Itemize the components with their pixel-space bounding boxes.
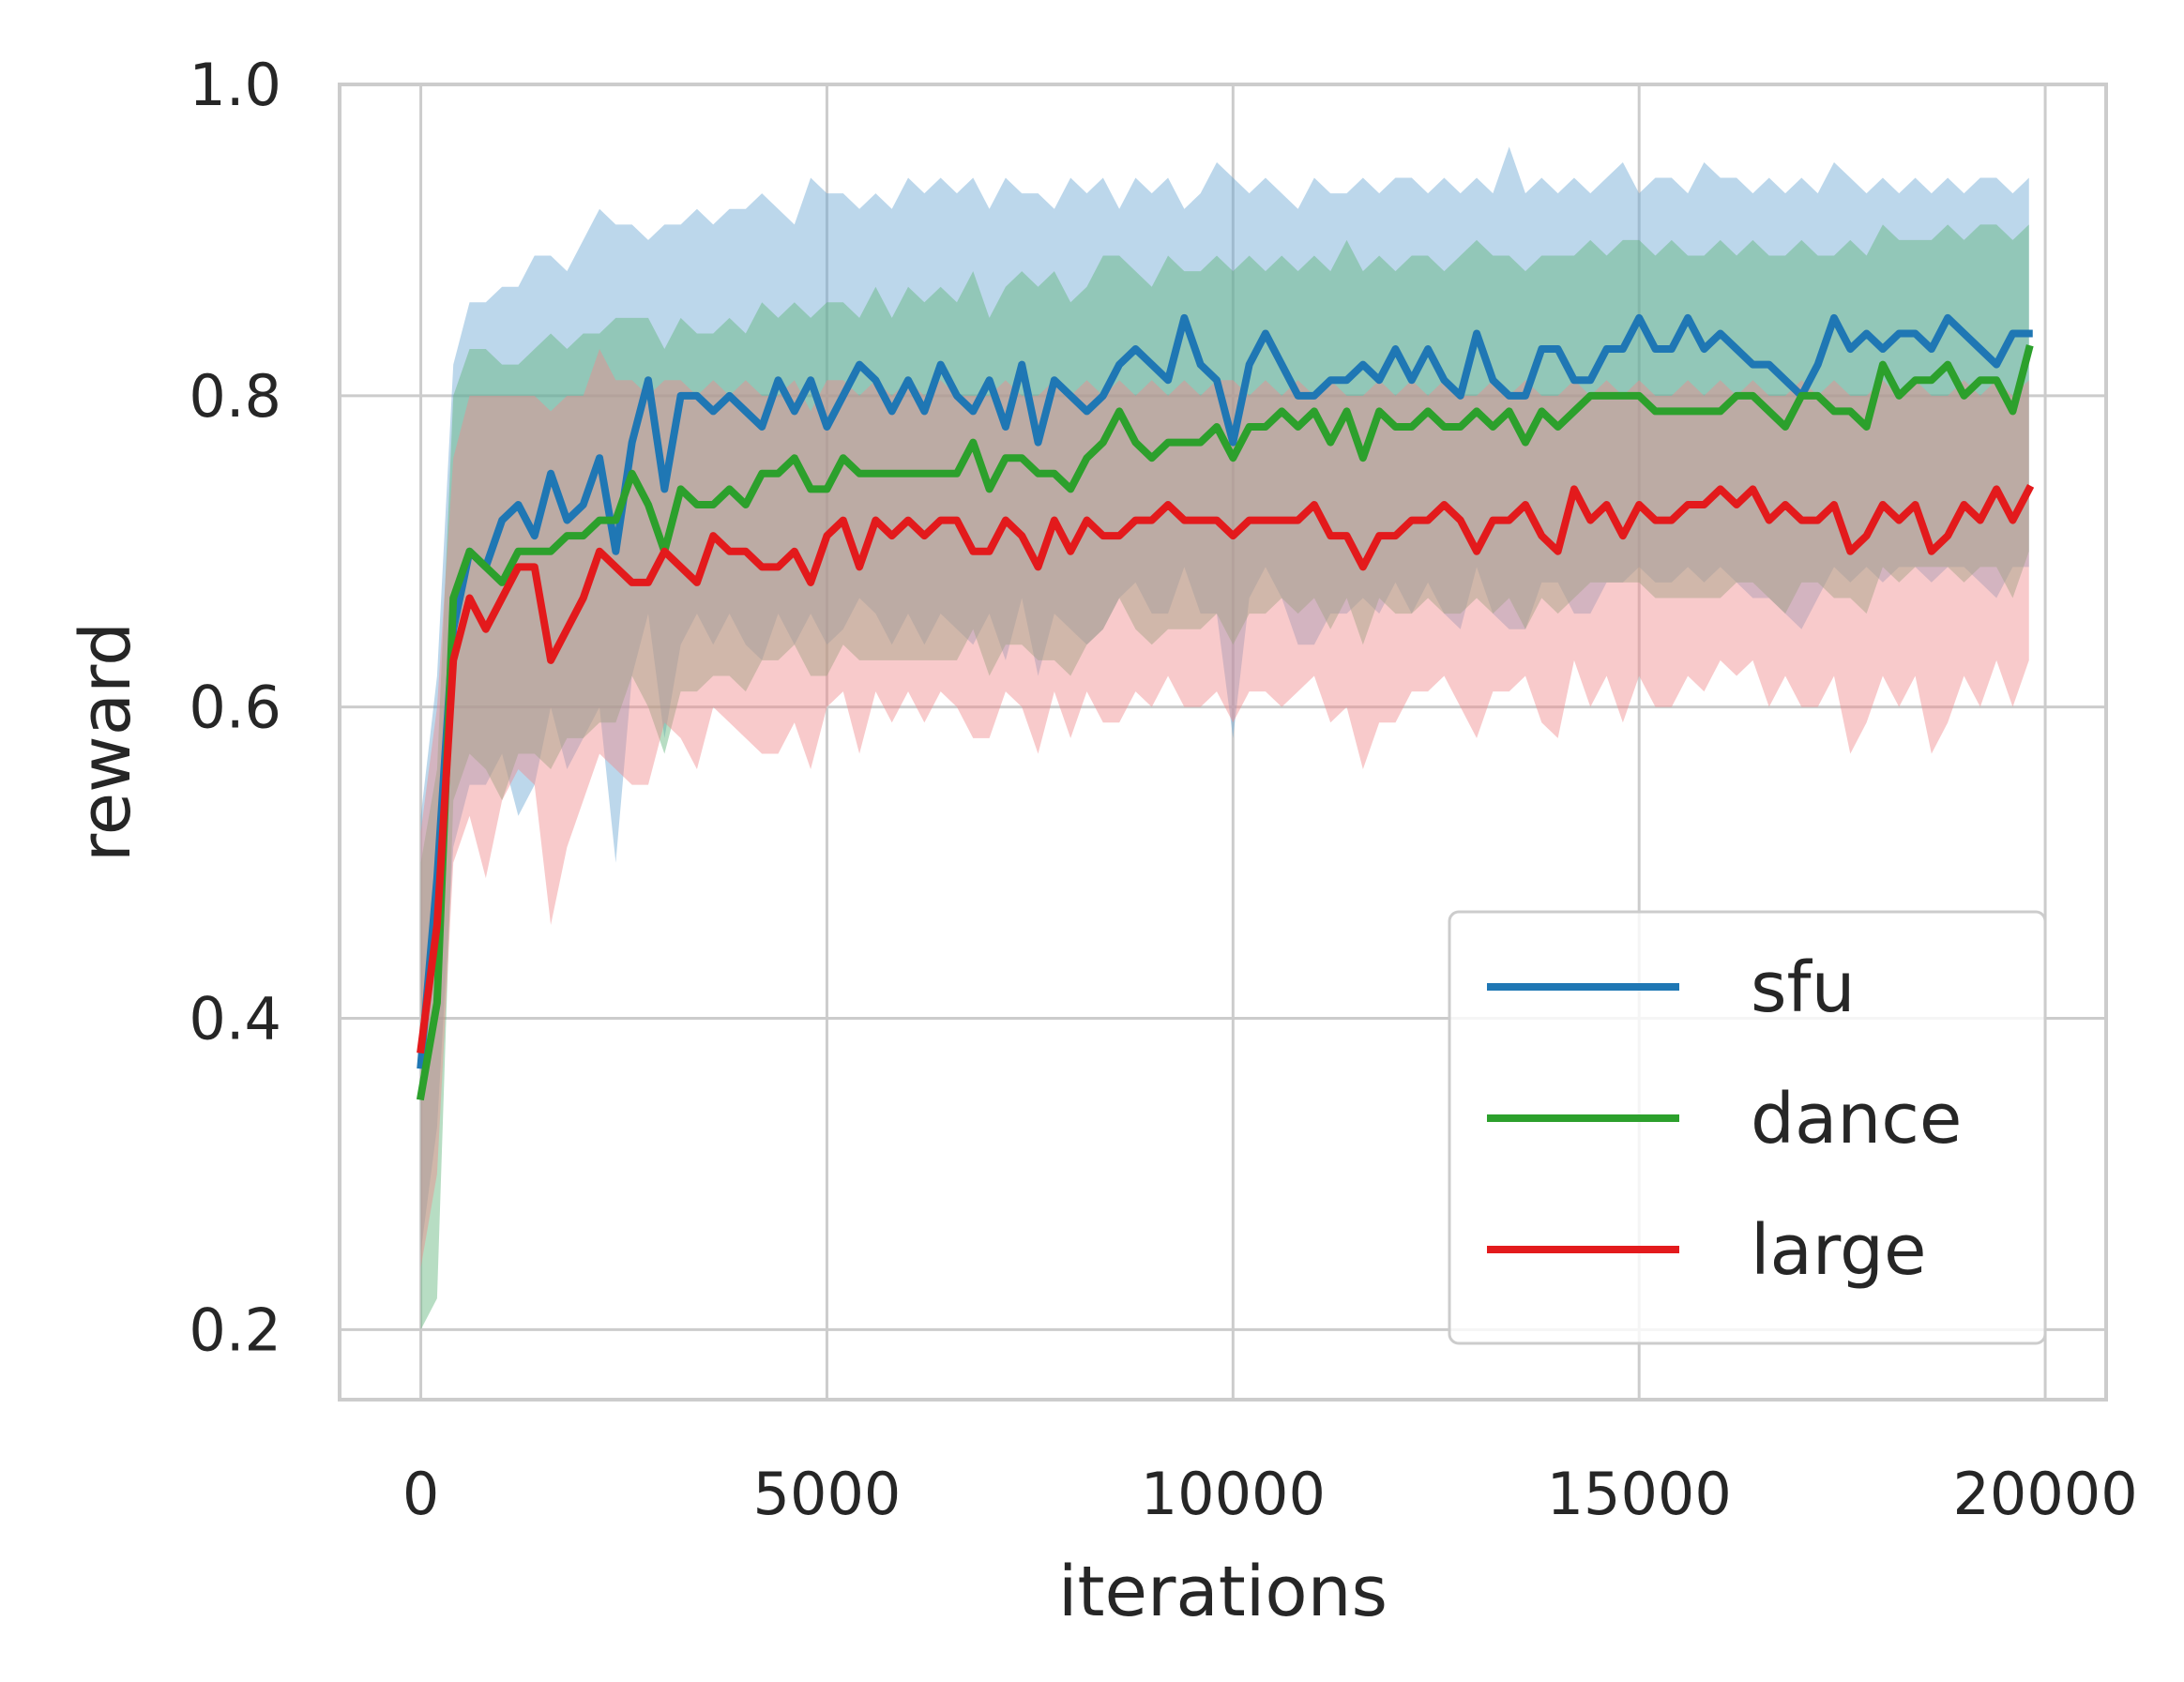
y-tick-label: 0.4 xyxy=(189,985,281,1053)
dance-band xyxy=(420,224,2029,1330)
large-band xyxy=(420,349,2029,1267)
sfu-line xyxy=(417,313,2033,1069)
x-tick-label: 5000 xyxy=(753,1460,902,1528)
series-lines xyxy=(416,313,2035,1101)
large-line xyxy=(417,483,2035,1054)
y-axis-ticks: 0.2 0.4 0.6 0.8 1.0 xyxy=(189,51,281,1364)
legend-label-dance: dance xyxy=(1751,1079,1962,1159)
x-tick-label: 0 xyxy=(402,1460,439,1528)
legend-box xyxy=(1448,910,2047,1345)
x-tick-label: 15000 xyxy=(1547,1460,1732,1528)
legend-label-large: large xyxy=(1751,1210,1927,1291)
legend: sfu dance large xyxy=(1448,910,2047,1345)
legend-label-sfu: sfu xyxy=(1751,947,1856,1028)
plot-frame xyxy=(338,83,2108,1402)
y-tick-label: 0.2 xyxy=(189,1296,281,1364)
y-axis-label: reward xyxy=(66,622,146,862)
y-tick-label: 0.6 xyxy=(189,674,281,742)
x-tick-label: 20000 xyxy=(1952,1460,2137,1528)
x-tick-label: 10000 xyxy=(1141,1460,1326,1528)
x-axis-ticks: 0 5000 10000 15000 20000 xyxy=(402,1460,2138,1528)
y-tick-label: 0.8 xyxy=(189,362,281,431)
x-axis-label: iterations xyxy=(1058,1552,1388,1632)
dance-line xyxy=(416,344,2034,1101)
y-tick-label: 1.0 xyxy=(189,51,281,119)
